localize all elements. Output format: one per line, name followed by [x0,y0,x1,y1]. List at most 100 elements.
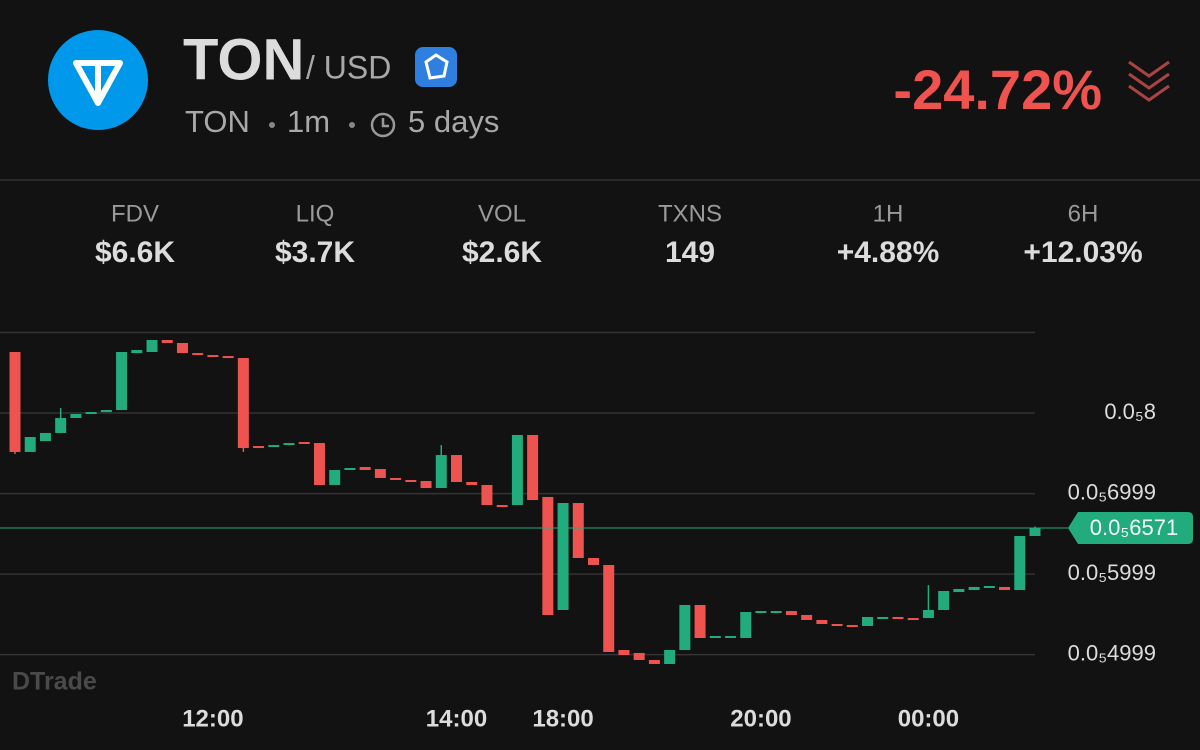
candle-body [24,437,36,452]
candle-body [816,619,828,624]
candle-body [862,616,874,627]
dex-badge [415,47,457,87]
candle-body [709,635,721,638]
candle-body [831,623,843,627]
clock-icon [370,112,396,138]
candle-body [496,505,508,508]
x-tick-label: 18:00 [532,705,593,732]
candle-body [648,659,660,664]
candle-body [405,479,417,482]
separator-dot [269,122,275,128]
pair-age: 5 days [408,104,499,139]
candle-body [298,441,310,444]
candle-body [176,342,188,354]
symbol: TON [183,27,304,92]
candle-body [466,482,478,485]
candle-body [85,412,97,415]
x-tick-label: 12:00 [182,705,243,732]
last-price-tag [1068,512,1193,545]
candle-body [39,432,51,442]
candle-body [420,481,432,489]
candle-body [222,356,234,359]
candle-body [374,469,386,478]
candle-body [268,445,280,448]
last-price-label: 0.0₅6571 [1090,515,1178,540]
candle-body [55,418,67,433]
candle-body [1014,536,1026,591]
price-change: -24.72% [893,58,1102,121]
stat-value: 149 [665,236,715,269]
stat-label: FDV [111,200,159,227]
candle-body [999,586,1011,591]
base-symbol: TON [185,104,250,139]
x-tick-label: 14:00 [426,705,487,732]
y-tick-label: 0.0₅4999 [1068,640,1156,665]
candle-body [968,586,980,591]
candle-body [922,609,934,619]
candle-body [679,604,691,650]
x-tick-label: 00:00 [898,705,959,732]
candle-body [9,352,21,452]
candle-body [846,625,858,628]
logo-mark [73,60,123,106]
candle-body [633,652,645,660]
stat-label: TXNS [658,200,722,227]
candle-body [100,410,112,413]
stat-value: $2.6K [462,236,542,269]
candle-body [938,590,950,610]
quote: / USD [306,49,391,85]
separator-dot [349,122,355,128]
stat-label: 6H [1068,200,1099,227]
stat-label: 1H [873,200,904,227]
clock-hands [381,118,389,128]
candle-body [253,446,265,449]
candle-body [70,413,82,419]
watermark: DTrade [12,668,97,696]
candle-body [770,611,782,614]
candle-body [953,588,965,593]
candle-body [359,467,371,471]
candle-body [146,340,158,352]
stat-value: $3.7K [275,236,355,269]
stat-value: +4.88% [837,236,940,269]
candle-body [755,611,767,614]
candle-body [237,358,249,449]
candle-body [435,455,447,489]
candle-body [588,557,600,565]
stat-value: +12.03% [1023,236,1142,269]
interval: 1m [287,104,330,139]
candle-body [390,477,402,480]
badge-icon [424,53,449,80]
candle-body [542,496,554,615]
candle-body [1029,528,1041,537]
candle-body [801,614,813,620]
y-tick-label: 0.0₅8 [1104,399,1156,424]
candle-body [664,649,676,664]
candle-body [192,353,204,356]
candle-body [557,503,569,610]
candle-body [603,564,615,653]
candle-body [344,467,356,471]
candle-body [725,635,737,638]
candle-body [511,434,523,506]
stat-label: LIQ [296,200,335,227]
candle-body [785,611,797,615]
candle-body [161,340,173,343]
x-tick-label: 20:00 [730,705,791,732]
stat-value: $6.6K [95,236,175,269]
y-tick-label: 0.0₅5999 [1068,560,1156,585]
candle-body [450,455,462,482]
candle-body [907,618,919,621]
candlestick-chart: 0.0₅8 0.0₅6999 0.0₅5999 0.0₅4999 12:00 14:00 1… [0,331,1193,732]
candle-body [329,470,341,485]
candle-body [283,443,295,446]
candle-body [983,586,995,589]
down-chevrons [1128,60,1170,102]
candle-body [740,612,752,638]
candle-body [892,616,904,619]
candle-body [131,349,143,354]
stat-label: VOL [478,200,526,227]
